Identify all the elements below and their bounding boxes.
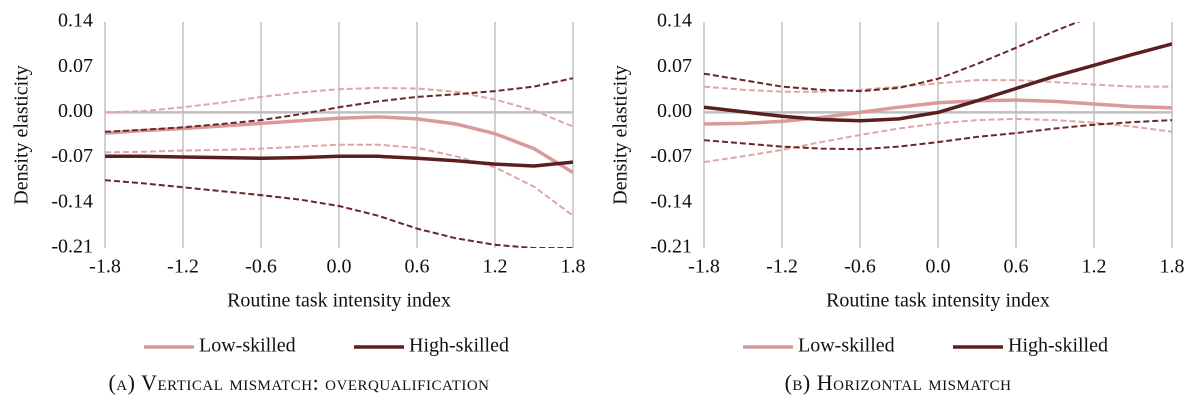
legend-label: High-skilled xyxy=(409,335,509,357)
x-tick-label: 0.6 xyxy=(405,256,430,278)
ci-line xyxy=(704,119,1172,151)
legend-label: High-skilled xyxy=(1008,335,1108,357)
ci-line xyxy=(105,143,573,217)
legend-label: Low-skilled xyxy=(199,335,296,357)
y-axis-label: Density elasticity xyxy=(610,65,632,204)
series-line xyxy=(105,115,573,174)
y-tick-label: 0.14 xyxy=(657,10,692,32)
y-tick-label: -0.07 xyxy=(51,145,93,167)
legend-label: Low-skilled xyxy=(798,335,895,357)
ci-line xyxy=(704,117,1172,164)
series-line xyxy=(105,154,573,168)
y-tick-label: 0.00 xyxy=(657,100,692,122)
caption: (b) Horizontal mismatch xyxy=(785,370,1012,395)
y-tick-label: 0.07 xyxy=(657,55,692,77)
ci-line xyxy=(704,22,1081,93)
x-tick-label: -0.6 xyxy=(245,256,277,278)
y-tick-label: -0.21 xyxy=(51,236,93,258)
y-tick-label: -0.14 xyxy=(51,190,93,212)
x-tick-label: -1.8 xyxy=(89,256,121,278)
x-tick-label: 0.0 xyxy=(327,256,352,278)
y-tick-label: -0.21 xyxy=(650,236,692,258)
ci-line xyxy=(105,77,573,133)
caption: (a) Vertical mismatch: overqualification xyxy=(108,370,489,395)
plot xyxy=(105,77,573,248)
x-axis-label: Routine task intensity index xyxy=(227,290,451,312)
ci-line xyxy=(105,86,573,128)
x-axis-label: Routine task intensity index xyxy=(826,290,1050,312)
x-tick-label: 1.2 xyxy=(483,256,508,278)
y-tick-label: 0.00 xyxy=(58,100,93,122)
x-tick-label: 0.0 xyxy=(926,256,951,278)
x-tick-label: 1.8 xyxy=(1160,256,1185,278)
x-tick-label: -0.6 xyxy=(844,256,876,278)
series-line xyxy=(704,98,1172,126)
y-tick-label: -0.07 xyxy=(650,145,692,167)
x-tick-label: 1.2 xyxy=(1082,256,1107,278)
y-axis-label: Density elasticity xyxy=(11,65,33,204)
x-tick-label: -1.2 xyxy=(167,256,199,278)
ci-line xyxy=(704,79,1172,93)
ci-line xyxy=(105,179,573,248)
y-tick-label: 0.14 xyxy=(58,10,93,32)
x-tick-label: -1.8 xyxy=(688,256,720,278)
x-tick-label: 0.6 xyxy=(1004,256,1029,278)
series-line xyxy=(704,42,1172,123)
x-tick-label: 1.8 xyxy=(561,256,586,278)
plot xyxy=(704,22,1172,164)
x-tick-label: -1.2 xyxy=(766,256,798,278)
y-tick-label: 0.07 xyxy=(58,55,93,77)
y-tick-label: -0.14 xyxy=(650,190,692,212)
